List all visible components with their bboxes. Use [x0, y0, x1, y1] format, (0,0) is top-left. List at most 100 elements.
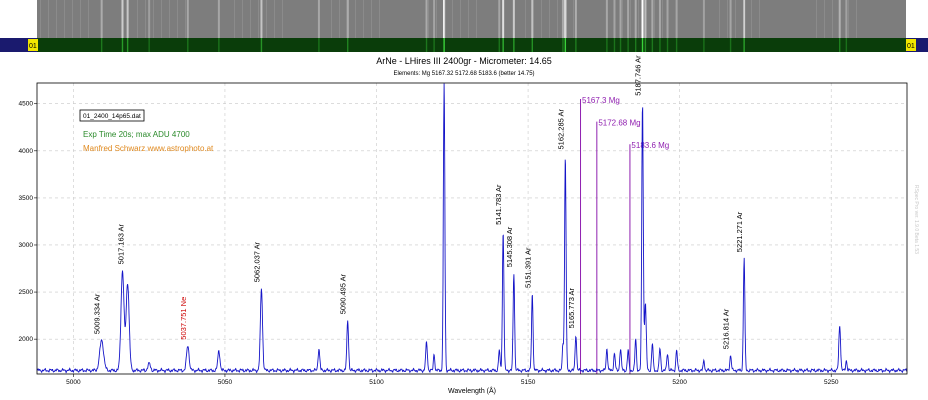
strip-line [217, 0, 220, 38]
strip-faint-line [40, 0, 41, 38]
strip-band-line [498, 38, 500, 52]
strip-faint-line [355, 0, 356, 38]
strip-band-line [443, 38, 445, 52]
strip-band-line [703, 38, 705, 52]
line-label: 5141.783 Ar [494, 184, 503, 225]
strip-faint-line [266, 0, 267, 38]
strip-line [512, 0, 515, 38]
strip-band-line [644, 38, 647, 52]
element-line-label: 5172.68 Mg [598, 119, 640, 128]
strip-band-line [218, 38, 220, 52]
x-tick-label: 5200 [672, 379, 687, 386]
strip-band-line [260, 38, 263, 52]
strip-faint-line [832, 0, 833, 38]
strip-faint-line [153, 0, 154, 38]
strip-line [605, 0, 608, 38]
strip-left-margin [0, 0, 37, 38]
plot-frame [36, 82, 908, 375]
file-label-box [79, 109, 145, 122]
line-label: 5009.334 Ar [93, 293, 102, 334]
strip-faint-line [719, 0, 720, 38]
strip-line [838, 0, 841, 38]
right-marker: 01 [907, 43, 915, 50]
file-label: 01_2400_14p65.dat [83, 113, 141, 120]
strip-faint-line [751, 0, 752, 38]
strip-faint-line [824, 0, 825, 38]
strip-faint-line [622, 0, 623, 38]
strip-band-line [148, 38, 150, 52]
strip-line [564, 0, 567, 38]
strip-line [574, 0, 577, 38]
line-label: 5062.037 Ar [252, 241, 261, 282]
exposure-note: Exp Time 20s; max ADU 4700 [83, 130, 190, 139]
strip-faint-line [565, 0, 566, 38]
strip-line [498, 0, 501, 38]
strip-line [666, 0, 669, 38]
strip-line [425, 0, 428, 38]
strip-faint-line [137, 0, 138, 38]
strip-faint-line [646, 0, 647, 38]
strip-line [845, 0, 848, 38]
strip-band [37, 38, 906, 52]
line-label: 5151.391 Ar [523, 247, 532, 288]
strip-band-line [743, 38, 745, 52]
spectrum-image [37, 0, 906, 38]
strip-faint-line [557, 0, 558, 38]
strip-faint-line [242, 0, 243, 38]
strip-faint-line [533, 0, 534, 38]
strip-line [561, 0, 564, 38]
y-tick-label: 3000 [19, 242, 34, 249]
y-tick-label: 4500 [19, 101, 34, 108]
x-tick-label: 5150 [521, 379, 536, 386]
strip-faint-line [468, 0, 469, 38]
strip-band-line [531, 38, 533, 52]
line-label: 5165.773 Ar [567, 287, 576, 328]
spectrum-chart: ArNe - LHires III 2400gr - Micrometer: 1… [0, 53, 928, 400]
strip-line [619, 0, 622, 38]
strip-faint-line [145, 0, 146, 38]
strip-band-line [187, 38, 189, 52]
strip-faint-line [743, 0, 744, 38]
strip-band-line [513, 38, 515, 52]
strip-line [641, 0, 644, 38]
strip-faint-line [72, 0, 73, 38]
y-tick-label: 3500 [19, 195, 34, 202]
side-note: RSpec Pro ver. 1.9.0 Beta 1.53 [913, 185, 919, 254]
strip-faint-line [452, 0, 453, 38]
strip-faint-line [541, 0, 542, 38]
strip-band-line [606, 38, 608, 52]
strip-faint-line [56, 0, 57, 38]
strip-line [613, 0, 616, 38]
strip-faint-line [282, 0, 283, 38]
strip-band-line [627, 38, 629, 52]
strip-line [317, 0, 320, 38]
strip-line [675, 0, 678, 38]
strip-band-line [318, 38, 320, 52]
left-marker-box [28, 39, 38, 51]
line-label: 5090.495 Ar [339, 273, 348, 314]
strip-faint-line [727, 0, 728, 38]
strip-faint-line [274, 0, 275, 38]
strip-faint-line [250, 0, 251, 38]
strip-band-line [564, 38, 567, 52]
strip-faint-line [840, 0, 841, 38]
strip-band-line [651, 38, 654, 52]
strip-faint-line [339, 0, 340, 38]
strip-faint-line [371, 0, 372, 38]
strip-faint-line [428, 0, 429, 38]
y-tick-label: 2000 [19, 336, 34, 343]
strip-faint-line [169, 0, 170, 38]
strip-faint-line [436, 0, 437, 38]
y-axis: 2000 2500 3000 3500 4000 4500 [19, 101, 37, 343]
x-tick-label: 5250 [824, 379, 839, 386]
y-tick-label: 4000 [19, 148, 34, 155]
strip-band-line [100, 38, 103, 52]
strip-line [148, 0, 151, 38]
strip-line [443, 0, 446, 38]
strip-band-line [641, 38, 644, 52]
strip-faint-line [759, 0, 760, 38]
strip-faint-line [444, 0, 445, 38]
element-lines: 5167.3 Mg 5172.68 Mg 5183.6 Mg [580, 96, 669, 374]
y-tick-label: 2500 [19, 289, 34, 296]
x-axis-label: Wavelength (Å) [448, 386, 496, 395]
